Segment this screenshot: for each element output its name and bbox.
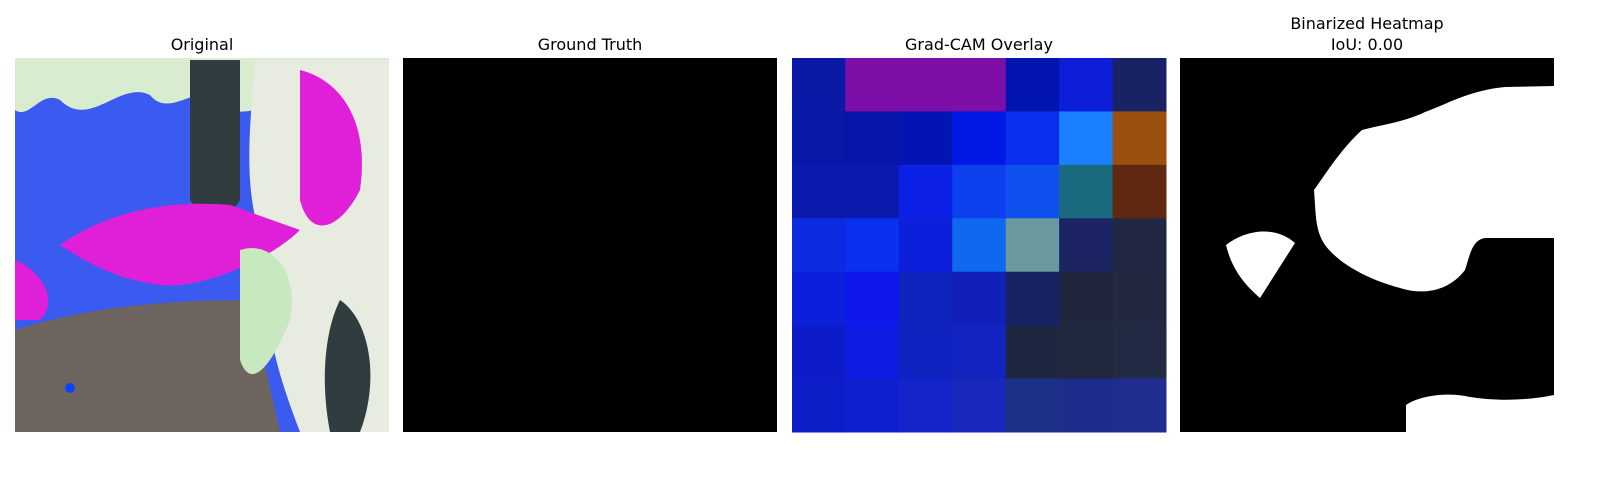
heatmap-cell [792,378,846,433]
heatmap-cell [1059,58,1114,112]
heatmap-cell [898,111,953,166]
heatmap-cell [1005,111,1060,166]
heatmap-cell [845,271,900,326]
heatmap-cell [845,111,900,166]
heatmap-cell [1112,58,1167,112]
heatmap-cell [952,164,1007,219]
heatmap-cell [898,271,953,326]
heatmap-cell [845,58,900,112]
heatmap-cell [898,164,953,219]
heatmap-cell [1059,325,1114,380]
heatmap-cell [792,58,846,112]
heatmap-cell [792,164,846,219]
heatmap-cell [952,218,1007,273]
heatmap-cell [792,218,846,273]
heatmap-cell [1112,271,1167,326]
binarized-heatmap-image [1180,58,1554,432]
heatmap-cell [1112,325,1167,380]
heatmap-cell [1005,164,1060,219]
heatmap-cell [952,111,1007,166]
heatmap-cell [845,378,900,433]
heatmap-cell [1059,218,1114,273]
heatmap-cell [898,378,953,433]
panel-title: Ground Truth [538,35,643,54]
heatmap-cell [792,271,846,326]
heatmap-cell [1005,271,1060,326]
heatmap-cell [1005,378,1060,433]
heatmap-cell [1005,58,1060,112]
heatmap-cell [1059,378,1114,433]
heatmap-cell [898,58,953,112]
panel-subtitle: IoU: 0.00 [1331,35,1403,54]
gradcam-image [792,58,1167,433]
panel-title: Binarized Heatmap [1290,14,1443,33]
heatmap-cell [952,378,1007,433]
heatmap-cell [792,325,846,380]
heatmap-cell [1059,164,1114,219]
heatmap-cell [898,325,953,380]
original-image [15,58,389,432]
heatmap-cell [1112,378,1167,433]
heatmap-cell [1005,218,1060,273]
heatmap-cell [845,218,900,273]
heatmap-cell [1059,111,1114,166]
heatmap-cell [845,164,900,219]
heatmap-cell [845,325,900,380]
panel-title: Grad-CAM Overlay [905,35,1053,54]
heatmap-cell [792,111,846,166]
heatmap-cell [952,325,1007,380]
heatmap-cell [1005,325,1060,380]
heatmap-cell [1112,111,1167,166]
heatmap-cell [898,218,953,273]
panel-title: Original [171,35,234,54]
ground-truth-image [403,58,777,432]
heatmap-cell [1059,271,1114,326]
heatmap-cell [1112,164,1167,219]
heatmap-cell [952,58,1007,112]
heatmap-cell [952,271,1007,326]
heatmap-cell [1112,218,1167,273]
